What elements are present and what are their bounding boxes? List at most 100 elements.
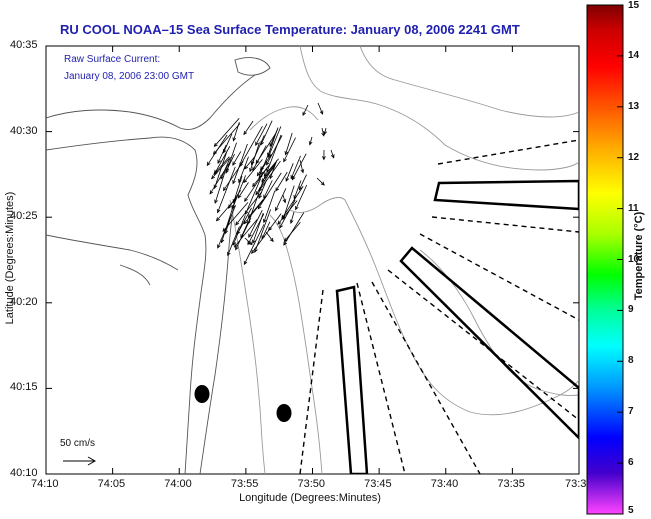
current-vector bbox=[238, 156, 249, 184]
current-vector bbox=[231, 175, 247, 210]
scale-arrow bbox=[63, 456, 97, 466]
plot-frame bbox=[45, 45, 580, 475]
current-vector bbox=[279, 199, 296, 229]
current-annotation-line1: Raw Surface Current: bbox=[64, 54, 161, 65]
current-vector bbox=[240, 223, 249, 239]
x-axis-ticks bbox=[45, 46, 580, 474]
current-vector bbox=[232, 121, 240, 142]
current-vector bbox=[256, 163, 266, 177]
current-vector bbox=[261, 221, 271, 240]
current-vector bbox=[216, 166, 236, 214]
current-vector bbox=[255, 123, 268, 146]
transect-box-northeast bbox=[433, 179, 579, 211]
x-tick-label: 73:3 bbox=[565, 478, 587, 490]
current-vector bbox=[243, 224, 265, 266]
current-vector bbox=[236, 207, 252, 235]
colorbar-tick-label: 10 bbox=[628, 253, 640, 265]
current-vector bbox=[239, 126, 263, 168]
y-axis-label: Latitude (Degrees:Minutes) bbox=[4, 191, 16, 325]
current-vector bbox=[232, 151, 242, 166]
current-vector bbox=[252, 212, 264, 245]
current-vector bbox=[220, 156, 231, 180]
colorbar-tick-label: 6 bbox=[628, 457, 634, 469]
current-vector bbox=[299, 159, 305, 174]
current-vector bbox=[283, 222, 301, 242]
current-vector bbox=[302, 104, 309, 117]
current-vector bbox=[275, 188, 287, 212]
current-vector bbox=[235, 191, 263, 226]
current-vector bbox=[244, 166, 269, 202]
current-vector bbox=[263, 166, 276, 180]
current-vector bbox=[330, 149, 335, 159]
current-vector bbox=[263, 158, 279, 177]
current-vector bbox=[290, 155, 301, 180]
colorbar-tick-label: 13 bbox=[628, 100, 640, 112]
current-vector bbox=[213, 118, 240, 147]
current-vector bbox=[244, 156, 256, 170]
current-vector bbox=[251, 226, 272, 255]
current-vector bbox=[248, 210, 263, 238]
current-vector bbox=[217, 144, 227, 164]
colorbar-tick-label: 11 bbox=[628, 202, 639, 214]
current-vector bbox=[243, 159, 263, 184]
station-marker-east bbox=[276, 404, 292, 422]
current-vector bbox=[277, 200, 298, 225]
y-tick-label: 40:25 bbox=[10, 210, 38, 223]
transect-box-southeast bbox=[399, 246, 579, 440]
x-tick-label: 73:45 bbox=[364, 478, 392, 490]
current-vector bbox=[215, 197, 237, 222]
current-vector bbox=[282, 185, 295, 221]
current-vector bbox=[316, 177, 325, 186]
current-vector bbox=[308, 136, 313, 146]
current-vector bbox=[244, 237, 253, 246]
current-vector bbox=[243, 120, 254, 136]
current-vector bbox=[250, 135, 265, 166]
colorbar-tick-label: 7 bbox=[628, 406, 634, 418]
x-tick-label: 74:00 bbox=[164, 478, 192, 490]
current-vector bbox=[298, 174, 307, 191]
current-vector bbox=[295, 184, 308, 211]
current-vector bbox=[317, 102, 324, 115]
current-vector bbox=[225, 153, 235, 172]
x-tick-label: 73:55 bbox=[230, 478, 259, 490]
current-vector bbox=[243, 195, 268, 225]
current-vector bbox=[283, 137, 296, 163]
current-annotation-line2: January 08, 2006 23:00 GMT bbox=[64, 71, 195, 82]
chart-title: RU COOL NOAA–15 Sea Surface Temperature:… bbox=[60, 22, 520, 37]
current-vector bbox=[237, 182, 249, 199]
current-vector bbox=[222, 133, 233, 154]
x-tick-label: 73:50 bbox=[297, 478, 326, 490]
colorbar-tick-label: 8 bbox=[628, 355, 634, 367]
y-tick-label: 40:30 bbox=[10, 124, 38, 137]
transect-polygons bbox=[335, 179, 579, 474]
x-tick-label: 73:40 bbox=[430, 478, 459, 490]
current-vector bbox=[269, 160, 278, 180]
radial-dashed-lines bbox=[299, 139, 579, 474]
current-vector bbox=[206, 134, 228, 167]
y-axis-ticks bbox=[46, 45, 579, 475]
current-vector bbox=[233, 219, 258, 248]
current-vector bbox=[213, 151, 228, 190]
current-vector bbox=[214, 146, 231, 175]
x-tick-label: 74:05 bbox=[97, 478, 126, 490]
y-tick-label: 40:35 bbox=[10, 39, 38, 51]
current-vector bbox=[284, 132, 293, 156]
current-vector bbox=[244, 178, 262, 215]
current-vector bbox=[275, 171, 288, 192]
current-vector bbox=[322, 149, 326, 161]
colorbar-tick-label: 5 bbox=[628, 505, 634, 516]
y-tick-label: 40:15 bbox=[10, 381, 38, 394]
x-tick-label: 74:10 bbox=[31, 478, 59, 490]
current-vector bbox=[214, 171, 226, 204]
y-tick-label: 40:10 bbox=[10, 467, 38, 479]
transect-box-south bbox=[335, 285, 369, 474]
scale-bar-label: 50 cm/s bbox=[60, 438, 96, 449]
current-vector bbox=[285, 163, 294, 182]
current-vector bbox=[263, 180, 273, 199]
current-vector bbox=[282, 194, 287, 204]
coastline bbox=[46, 57, 271, 474]
current-vector bbox=[259, 148, 272, 176]
colorbar-tick-label: 15 bbox=[628, 0, 640, 11]
x-axis-label: Longitude (Degrees:Minutes) bbox=[239, 492, 381, 504]
